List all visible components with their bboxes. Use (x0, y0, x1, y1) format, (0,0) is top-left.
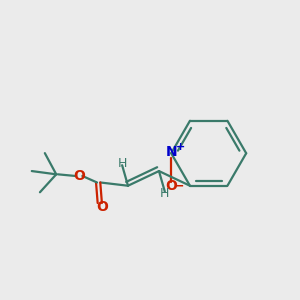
Text: −: − (174, 180, 184, 193)
Text: H: H (117, 157, 127, 170)
Text: N: N (165, 145, 177, 159)
Text: O: O (96, 200, 108, 214)
Text: O: O (73, 169, 85, 183)
Text: O: O (165, 179, 177, 193)
Text: H: H (160, 187, 170, 200)
Text: +: + (176, 142, 185, 152)
